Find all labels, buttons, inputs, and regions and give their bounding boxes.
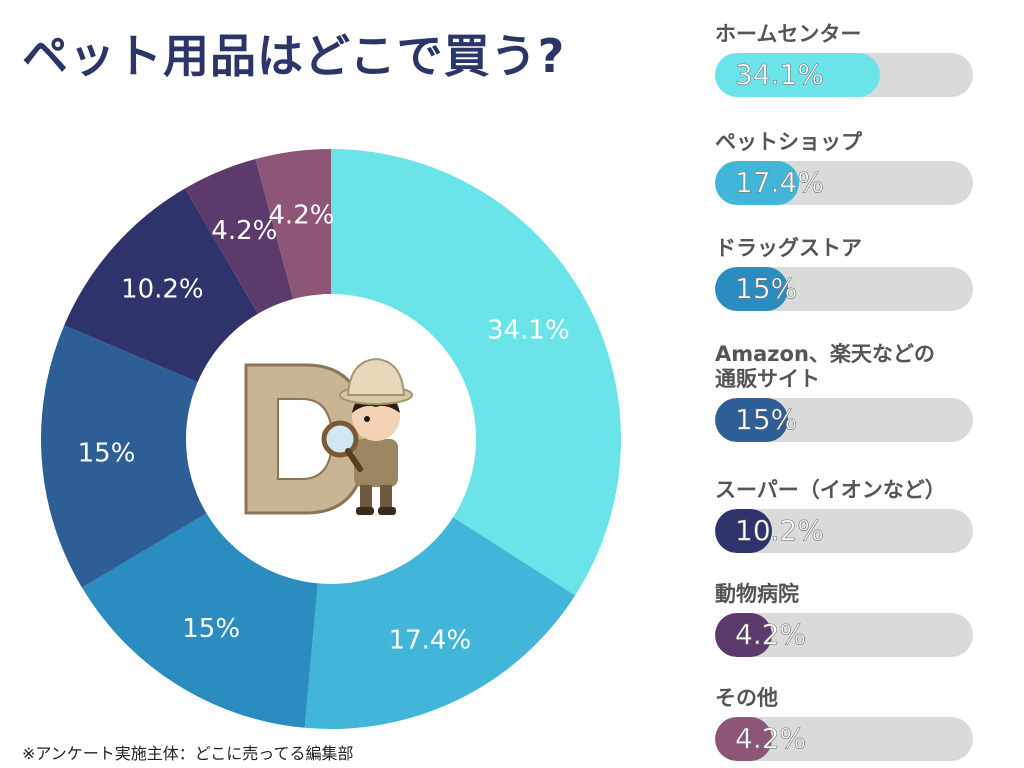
pie-slice-4	[41, 325, 331, 588]
legend-bar-value-1: 34.1%	[735, 58, 825, 92]
footnote: ※アンケート実施主体：どこに売ってる編集部	[22, 744, 354, 763]
chart-title: ペット用品はどこで買う?	[22, 29, 566, 83]
legend-item-1: ホームセンター 34.1%	[715, 22, 973, 97]
legend-bar-value-5: 10.2%	[735, 514, 825, 548]
legend-bar-track-2: 17.4%	[715, 161, 973, 205]
legend-bar-fill-7	[715, 717, 772, 761]
legend-bar-track-1: 34.1%	[715, 53, 973, 97]
legend-bar-value-3: 15%	[735, 272, 798, 306]
slice-label-6: 4.2%	[211, 216, 277, 246]
legend-bar-track-6: 4.2%	[715, 613, 973, 657]
legend-item-4: Amazon、楽天などの 通販サイト 15%	[715, 342, 973, 442]
legend-bar-fill-1	[715, 53, 881, 97]
legend-bar-value-6: 4.2%	[735, 618, 807, 652]
legend-label-1: ホームセンター	[715, 22, 862, 46]
legend-item-7: その他 4.2%	[715, 686, 973, 761]
legend-bar-track-7: 4.2%	[715, 717, 973, 761]
legend-label-4-line-1: Amazon、楽天などの	[715, 342, 935, 366]
legend-bar-fill-4	[715, 398, 788, 442]
legend-bar-value-4: 15%	[735, 403, 798, 437]
legend-bar-fill-6	[715, 613, 772, 657]
legend-label-7: その他	[715, 686, 778, 710]
legend-bar-fill-2	[715, 161, 800, 205]
legend-bar-fill-3	[715, 267, 788, 311]
legend-bar-value-7: 4.2%	[735, 722, 807, 756]
legend-label-4-line-2: 通販サイト	[715, 367, 820, 391]
legend-label-6: 動物病院	[715, 582, 799, 606]
legend-label-3: ドラッグストア	[715, 236, 862, 260]
legend-bar-track-4: 15%	[715, 398, 973, 442]
legend-bar-track-5: 10.2%	[715, 509, 973, 553]
legend-bar-track-3: 15%	[715, 267, 973, 311]
slice-label-5: 10.2%	[121, 275, 204, 305]
slice-label-3: 15%	[182, 614, 240, 644]
legend-label-5: スーパー（イオンなど）	[715, 478, 946, 502]
legend-bar-fill-5	[715, 509, 772, 553]
slice-label-2: 17.4%	[389, 626, 472, 656]
legend-item-3: ドラッグストア 15%	[715, 236, 973, 311]
legend-item-5: スーパー（イオンなど） 10.2%	[715, 478, 973, 553]
slice-label-4: 15%	[78, 439, 136, 469]
legend-item-6: 動物病院 4.2%	[715, 582, 973, 657]
mascot-icon	[236, 347, 426, 526]
legend-item-2: ペットショップ 17.4%	[715, 130, 973, 205]
legend-bar-value-2: 17.4%	[735, 166, 825, 200]
legend-label-2: ペットショップ	[715, 130, 862, 154]
slice-label-7: 4.2%	[268, 200, 334, 230]
slice-label-1: 34.1%	[487, 316, 570, 346]
